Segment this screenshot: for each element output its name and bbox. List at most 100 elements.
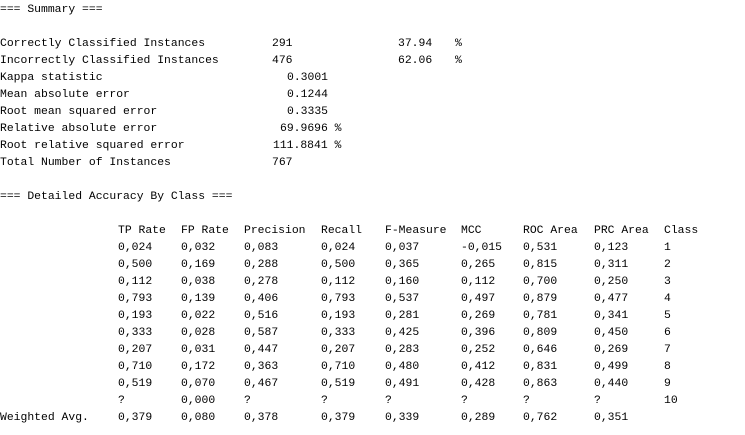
cell: 7 xyxy=(664,344,671,356)
cell: 0,531 xyxy=(523,242,558,254)
cell: 0,083 xyxy=(244,242,279,254)
summary-value: 291 xyxy=(272,38,293,50)
cell: 0,341 xyxy=(594,310,629,322)
cell: 0,333 xyxy=(321,327,356,339)
cell: 0,024 xyxy=(321,242,356,254)
cell: 2 xyxy=(664,259,671,271)
cell: 3 xyxy=(664,276,671,288)
cell: 0,031 xyxy=(181,344,216,356)
cell: 0,428 xyxy=(461,378,496,390)
cell: 0,497 xyxy=(461,293,496,305)
summary-unit: % xyxy=(455,38,462,50)
cell: 0,265 xyxy=(461,259,496,271)
cell: 9 xyxy=(664,378,671,390)
cell: 0,480 xyxy=(385,361,420,373)
column-header: FP Rate xyxy=(181,225,229,237)
cell: 0,499 xyxy=(594,361,629,373)
summary-label: Relative absolute error xyxy=(0,123,158,135)
cell: 0,070 xyxy=(181,378,216,390)
cell: 0,112 xyxy=(461,276,496,288)
cell: 0,311 xyxy=(594,259,629,271)
cell: 0,809 xyxy=(523,327,558,339)
cell: 4 xyxy=(664,293,671,305)
summary-percent: 62.06 xyxy=(398,55,433,67)
cell: 0,112 xyxy=(118,276,153,288)
cell: 0,447 xyxy=(244,344,279,356)
row-label: Weighted Avg. xyxy=(0,412,89,424)
cell: 0,710 xyxy=(321,361,356,373)
cell: 0,477 xyxy=(594,293,629,305)
cell: 0,781 xyxy=(523,310,558,322)
cell: 0,037 xyxy=(385,242,420,254)
cell: 0,762 xyxy=(523,412,558,424)
cell: 0,519 xyxy=(118,378,153,390)
cell: -0,015 xyxy=(461,242,503,254)
cell: 0,028 xyxy=(181,327,216,339)
cell: 10 xyxy=(664,395,678,407)
summary-label: Kappa statistic xyxy=(0,72,103,84)
section-title: === Summary === xyxy=(0,4,103,16)
summary-value: 767 xyxy=(272,157,293,169)
cell: 0,022 xyxy=(181,310,216,322)
cell: ? xyxy=(523,395,530,407)
cell: 0,516 xyxy=(244,310,279,322)
cell: 0,863 xyxy=(523,378,558,390)
cell: 0,406 xyxy=(244,293,279,305)
column-header: TP Rate xyxy=(118,225,166,237)
column-header: Class xyxy=(664,225,699,237)
summary-label: Mean absolute error xyxy=(0,89,130,101)
cell: 0,269 xyxy=(461,310,496,322)
summary-value: 0.3335 xyxy=(287,106,329,118)
cell: 5 xyxy=(664,310,671,322)
summary-label: Total Number of Instances xyxy=(0,157,171,169)
cell: 0,172 xyxy=(181,361,216,373)
cell: 0,112 xyxy=(321,276,356,288)
cell: 0,700 xyxy=(523,276,558,288)
cell: 0,425 xyxy=(385,327,420,339)
cell: 0,269 xyxy=(594,344,629,356)
cell: 0,333 xyxy=(118,327,153,339)
column-header: Precision xyxy=(244,225,306,237)
cell: 0,710 xyxy=(118,361,153,373)
cell: 0,289 xyxy=(461,412,496,424)
cell: 0,283 xyxy=(385,344,420,356)
cell: 0,193 xyxy=(321,310,356,322)
cell: 0,793 xyxy=(118,293,153,305)
column-header: PRC Area xyxy=(594,225,649,237)
cell: 0,250 xyxy=(594,276,629,288)
cell: 0,396 xyxy=(461,327,496,339)
cell: 0,207 xyxy=(118,344,153,356)
cell: 0,378 xyxy=(244,412,279,424)
cell: 0,000 xyxy=(181,395,216,407)
cell: 0,537 xyxy=(385,293,420,305)
cell: 0,815 xyxy=(523,259,558,271)
cell: 0,519 xyxy=(321,378,356,390)
cell: 0,379 xyxy=(118,412,153,424)
cell: 0,339 xyxy=(385,412,420,424)
cell: 0,412 xyxy=(461,361,496,373)
cell: 0,467 xyxy=(244,378,279,390)
cell: 0,252 xyxy=(461,344,496,356)
column-header: Recall xyxy=(321,225,363,237)
cell: 0,281 xyxy=(385,310,420,322)
cell: 0,193 xyxy=(118,310,153,322)
cell: 0,379 xyxy=(321,412,356,424)
cell: ? xyxy=(244,395,251,407)
cell: 0,793 xyxy=(321,293,356,305)
cell: 0,363 xyxy=(244,361,279,373)
cell: 0,038 xyxy=(181,276,216,288)
cell: 0,500 xyxy=(118,259,153,271)
column-header: F-Measure xyxy=(385,225,447,237)
summary-unit: % xyxy=(455,55,462,67)
summary-label: Root relative squared error xyxy=(0,140,185,152)
cell: 0,169 xyxy=(181,259,216,271)
cell: 0,288 xyxy=(244,259,279,271)
cell: 0,491 xyxy=(385,378,420,390)
summary-value: 476 xyxy=(272,55,293,67)
cell: 0,278 xyxy=(244,276,279,288)
cell: 0,080 xyxy=(181,412,216,424)
cell: ? xyxy=(118,395,125,407)
cell: 0,587 xyxy=(244,327,279,339)
summary-value: 69.9696 % xyxy=(280,123,342,135)
